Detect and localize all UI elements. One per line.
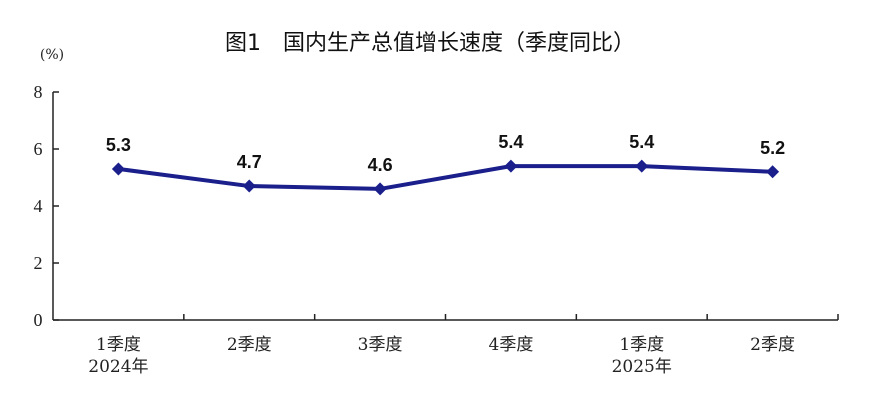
- x-tick-label: 1季度: [96, 335, 141, 355]
- y-tick-label: 2: [34, 253, 43, 273]
- x-tick-label: 2季度: [227, 335, 272, 355]
- y-tick-label: 4: [34, 196, 43, 216]
- series-marks: 5.3 4.7 4.6 5.4 5.4 5.2: [106, 132, 785, 196]
- y-axis-unit: (%): [40, 47, 64, 63]
- y-tick-label: 6: [34, 139, 43, 159]
- data-point-marker: [242, 179, 256, 193]
- chart-title: 图1 国内生产总值增长速度（季度同比）: [225, 31, 635, 56]
- data-label: 5.2: [760, 138, 785, 158]
- y-tick-label: 8: [34, 82, 43, 102]
- x-tick-label-year: 2024年: [88, 357, 148, 377]
- x-tick-label: 1季度: [619, 335, 664, 355]
- data-point-marker: [373, 182, 387, 196]
- x-tick-label: 2季度: [750, 335, 795, 355]
- data-label: 5.4: [629, 132, 654, 152]
- y-tick-label: 0: [34, 310, 43, 330]
- data-label: 4.7: [237, 152, 262, 172]
- data-point-marker: [635, 159, 649, 173]
- data-label: 5.4: [498, 132, 523, 152]
- x-tick-label-year: 2025年: [612, 357, 672, 377]
- series-line: [116, 164, 775, 191]
- data-point-marker: [111, 162, 125, 176]
- data-label: 5.3: [106, 135, 131, 155]
- x-tick-label: 3季度: [358, 335, 403, 355]
- data-label: 4.6: [368, 155, 393, 175]
- x-tick-label: 4季度: [489, 335, 534, 355]
- data-point-marker: [766, 165, 780, 179]
- data-point-marker: [504, 159, 518, 173]
